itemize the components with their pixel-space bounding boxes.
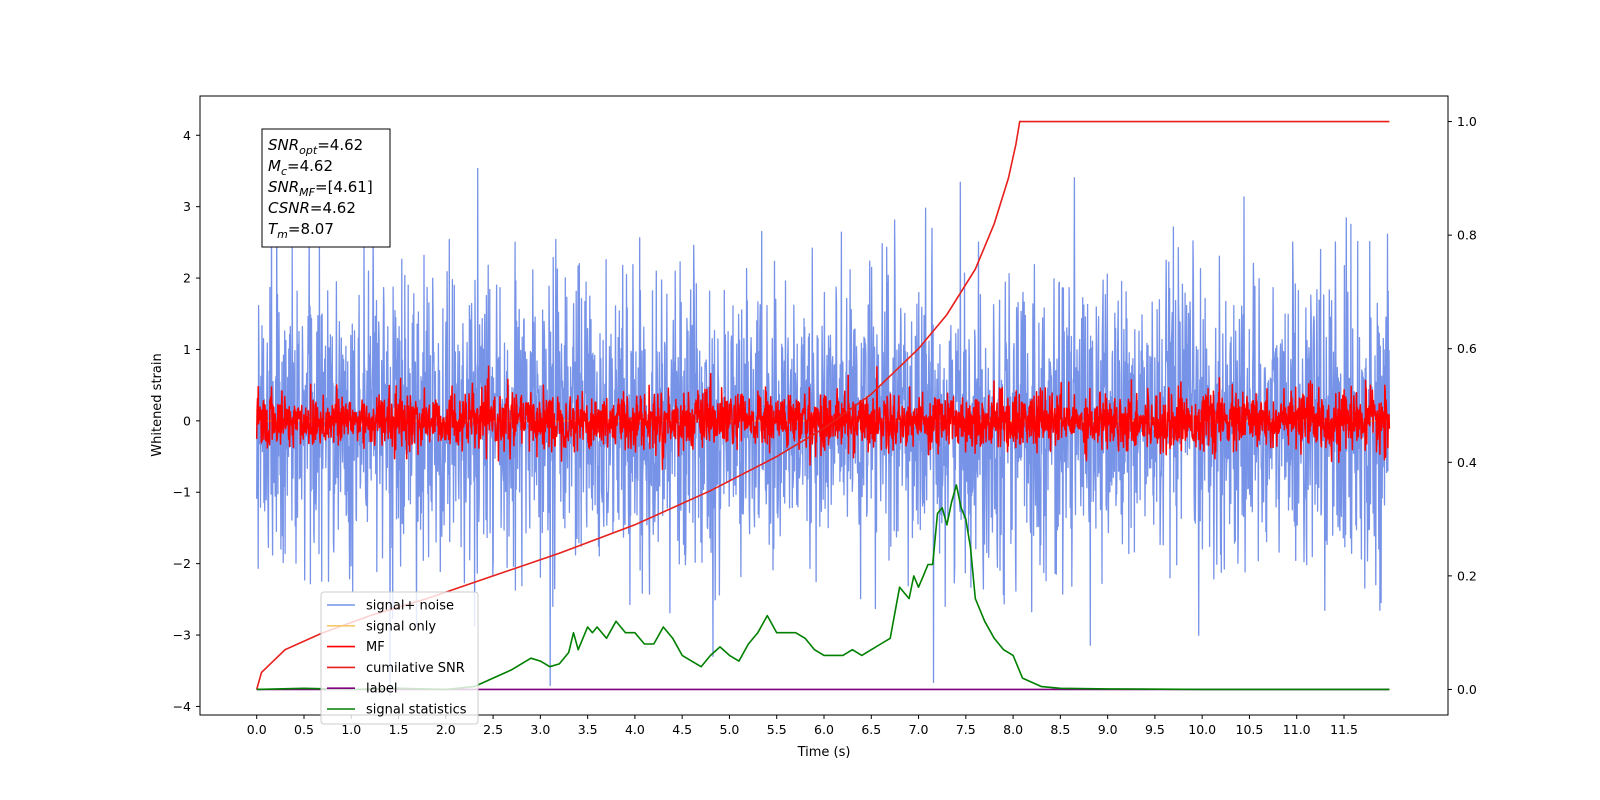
annotation-subscript: MF bbox=[299, 186, 315, 199]
annotation-symbol: T bbox=[268, 220, 279, 238]
y-left-tick-label: 4 bbox=[183, 128, 191, 143]
x-tick-label: 5.0 bbox=[720, 722, 740, 737]
annotation-subscript: m bbox=[277, 228, 288, 241]
annotation-line: SNRopt=4.62 bbox=[268, 136, 363, 157]
x-tick-label: 2.5 bbox=[483, 722, 503, 737]
x-tick-label: 9.0 bbox=[1098, 722, 1118, 737]
y-left-tick-label: −3 bbox=[173, 628, 191, 643]
y-axis-left-ticks: 4 3 2 1 0 −1 −2 −3 −4 bbox=[173, 128, 200, 714]
annotation-value: =[4.61] bbox=[315, 178, 373, 196]
y-left-tick-label: −2 bbox=[173, 556, 191, 571]
legend-label: signal statistics bbox=[366, 703, 467, 718]
x-tick-label: 0.0 bbox=[247, 722, 267, 737]
x-tick-label: 10.0 bbox=[1188, 722, 1216, 737]
series-line-signal-statistics bbox=[256, 484, 1390, 691]
x-tick-label: 6.0 bbox=[814, 722, 834, 737]
y-left-tick-label: 3 bbox=[183, 199, 191, 214]
x-tick-label: 11.5 bbox=[1330, 722, 1358, 737]
annotation-subscript: c bbox=[281, 165, 287, 178]
x-tick-label: 7.0 bbox=[909, 722, 929, 737]
x-tick-label: 0.5 bbox=[294, 722, 314, 737]
annotation-symbol: SNR bbox=[268, 136, 299, 154]
y-right-tick-label: 0.8 bbox=[1457, 228, 1477, 243]
y-left-tick-label: −1 bbox=[173, 485, 191, 500]
x-tick-label: 11.0 bbox=[1283, 722, 1311, 737]
y-right-tick-label: 0.6 bbox=[1457, 341, 1477, 356]
y-left-tick-label: 1 bbox=[183, 342, 191, 357]
y-right-tick-label: 1.0 bbox=[1457, 114, 1477, 129]
series-line-mf bbox=[255, 365, 1391, 471]
y-left-tick-label: −4 bbox=[173, 699, 191, 714]
annotation-value: =8.07 bbox=[288, 220, 334, 238]
y-right-tick-label: 0.2 bbox=[1457, 568, 1477, 583]
x-tick-label: 4.5 bbox=[672, 722, 692, 737]
annotation-box-frame bbox=[261, 128, 391, 248]
x-tick-label: 1.0 bbox=[341, 722, 361, 737]
legend-frame bbox=[320, 591, 479, 725]
x-tick-label: 5.5 bbox=[767, 722, 787, 737]
x-tick-label: 1.5 bbox=[389, 722, 409, 737]
annotation-value: =4.62 bbox=[287, 157, 333, 175]
annotation-line: Tm=8.07 bbox=[268, 220, 334, 241]
y-axis-label: Whitened strain bbox=[150, 353, 165, 456]
y-right-tick-label: 0.0 bbox=[1457, 682, 1477, 697]
annotation-symbol: CSNR bbox=[268, 199, 310, 217]
annotation-symbol: SNR bbox=[268, 178, 299, 196]
annotation-line: Mc=4.62 bbox=[268, 157, 333, 178]
legend-label: signal+ noise bbox=[366, 599, 454, 614]
annotation-value: =4.62 bbox=[317, 136, 363, 154]
x-tick-label: 2.0 bbox=[436, 722, 456, 737]
x-tick-label: 3.5 bbox=[578, 722, 598, 737]
y-axis-right-ticks: 1.0 0.8 0.6 0.4 0.2 0.0 bbox=[1448, 114, 1477, 697]
annotation-box: SNRopt=4.62Mc=4.62SNRMF=[4.61]CSNR=4.62T… bbox=[261, 128, 391, 248]
legend-label: label bbox=[366, 682, 397, 697]
y-right-tick-label: 0.4 bbox=[1457, 455, 1477, 470]
legend: signal+ noise signal only MF cumilative SNR… bbox=[320, 591, 479, 725]
y-left-tick-label: 0 bbox=[183, 413, 191, 428]
x-tick-label: 7.5 bbox=[956, 722, 976, 737]
x-tick-label: 3.0 bbox=[530, 722, 550, 737]
legend-label: MF bbox=[366, 640, 385, 655]
legend-label: signal only bbox=[366, 619, 436, 634]
x-axis-ticks: 0.0 0.5 1.0 1.5 2.0 2.5 3.0 3.5 4.0 4.5 5.0 5.5 6.0 6… bbox=[247, 715, 1358, 737]
x-tick-label: 6.5 bbox=[861, 722, 881, 737]
legend-label: cumilative SNR bbox=[366, 661, 465, 676]
annotation-value: =4.62 bbox=[310, 199, 356, 217]
y-left-tick-label: 2 bbox=[183, 271, 191, 286]
x-axis-label: Time (s) bbox=[797, 745, 851, 760]
x-tick-label: 8.5 bbox=[1050, 722, 1070, 737]
x-tick-label: 10.5 bbox=[1236, 722, 1264, 737]
annotation-symbol: M bbox=[268, 157, 281, 175]
x-tick-label: 9.5 bbox=[1145, 722, 1165, 737]
annotation-line: SNRMF=[4.61] bbox=[268, 178, 373, 199]
x-tick-label: 4.0 bbox=[625, 722, 645, 737]
annotation-line: CSNR=4.62 bbox=[268, 199, 356, 217]
annotation-subscript: opt bbox=[299, 144, 318, 157]
x-tick-label: 8.0 bbox=[1003, 722, 1023, 737]
